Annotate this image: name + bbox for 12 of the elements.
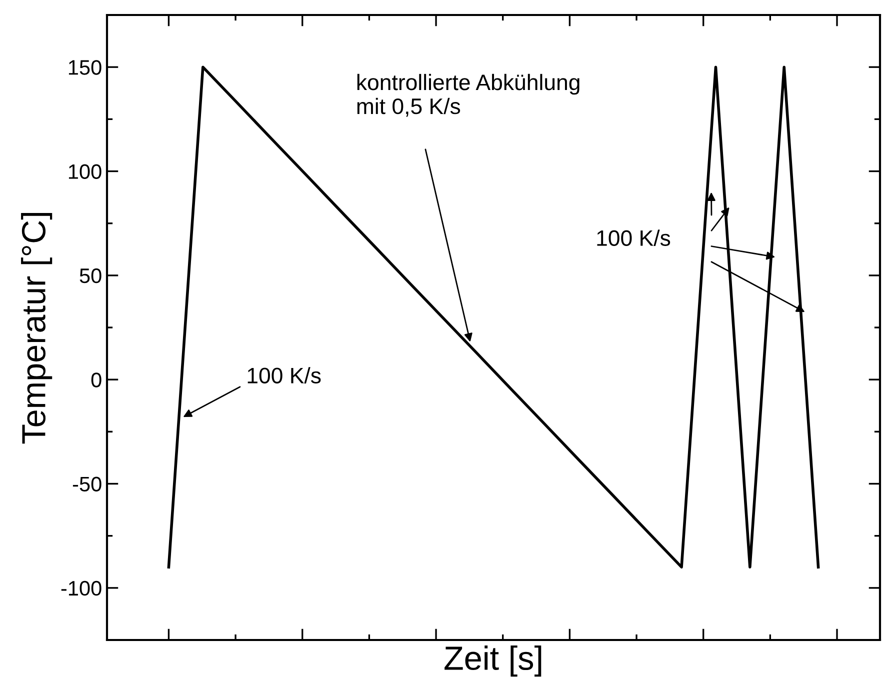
- y-tick-label: -50: [72, 476, 102, 492]
- y-tick-label: 100: [68, 164, 102, 180]
- y-tick-label: 50: [80, 268, 102, 284]
- y-tick-label: 150: [68, 60, 102, 75]
- annotation: kontrollierte Abkühlung mit 0,5 K/s: [357, 74, 580, 117]
- y-tick-label: -100: [61, 580, 102, 596]
- y-tick-label: 0: [91, 372, 102, 388]
- annotation: 100 K/s: [597, 230, 670, 246]
- x-axis-title: Zeit [s]: [444, 646, 542, 677]
- annotation: 100 K/s: [248, 367, 321, 384]
- line-series: [167, 66, 820, 568]
- y-axis-title: Temperatur [°C]: [21, 212, 52, 444]
